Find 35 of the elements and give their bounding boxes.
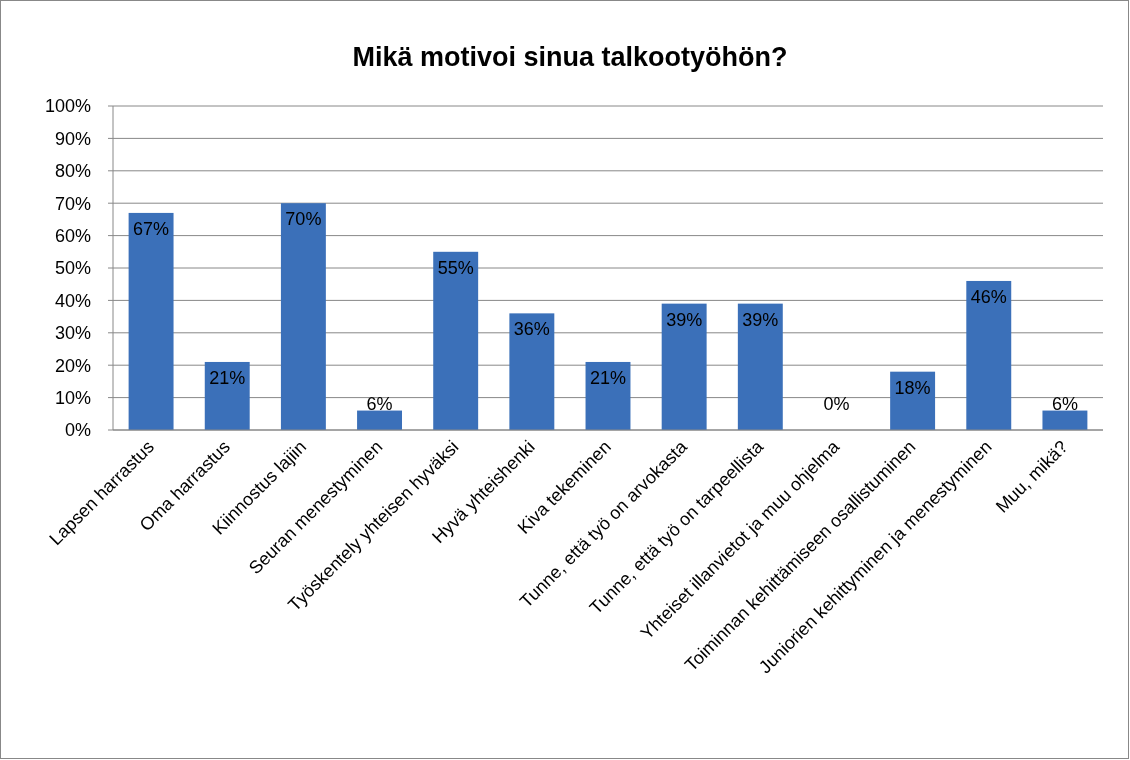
y-tick-label: 30% — [54, 323, 91, 344]
data-label: 21% — [589, 367, 627, 388]
data-label: 0% — [823, 394, 850, 414]
bar — [966, 280, 1012, 430]
chart-title: Mikä motivoi sinua talkootyöhön? — [352, 42, 788, 72]
y-tick-label: 100% — [44, 96, 91, 117]
data-label: 39% — [742, 309, 779, 330]
bar — [357, 410, 402, 430]
bar — [1042, 410, 1088, 430]
y-tick-label: 0% — [64, 420, 91, 441]
y-tick-label: 10% — [54, 387, 91, 408]
y-tick-label: 80% — [54, 161, 91, 182]
data-label: 55% — [437, 257, 474, 278]
data-label: 39% — [666, 309, 703, 330]
bar — [737, 303, 783, 430]
y-tick-label: 40% — [54, 290, 91, 311]
data-label: 6% — [366, 394, 393, 414]
data-label: 6% — [1051, 394, 1078, 414]
bar — [128, 212, 174, 430]
bar — [280, 203, 326, 430]
bar — [509, 313, 555, 430]
data-label: 36% — [513, 319, 550, 340]
bar — [204, 361, 250, 430]
data-label: 21% — [209, 367, 246, 388]
bar — [433, 251, 479, 430]
y-tick-label: 20% — [54, 355, 91, 376]
bar — [661, 303, 707, 430]
y-tick-label: 60% — [54, 225, 91, 246]
data-label: 70% — [285, 209, 322, 230]
data-label: 67% — [133, 218, 170, 239]
y-tick-label: 90% — [54, 128, 91, 149]
data-label: 18% — [894, 377, 931, 398]
y-tick-label: 70% — [54, 193, 91, 214]
y-tick-label: 50% — [54, 258, 91, 279]
data-label: 46% — [970, 286, 1007, 307]
